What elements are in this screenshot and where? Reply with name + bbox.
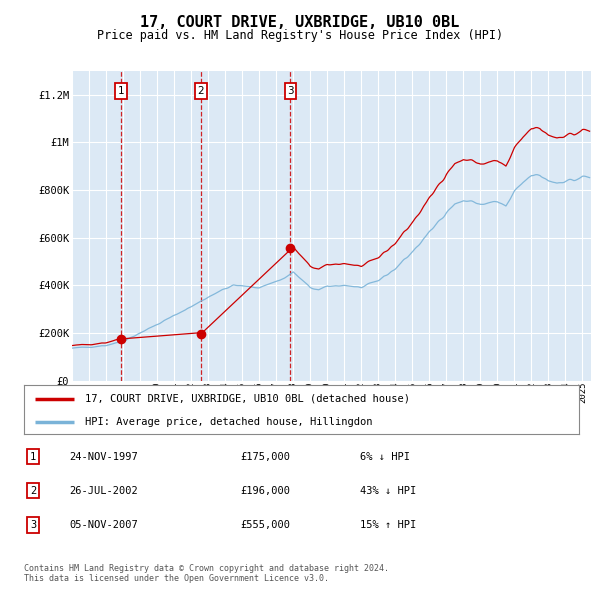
Text: 3: 3 <box>30 520 36 530</box>
Text: 24-NOV-1997: 24-NOV-1997 <box>69 452 138 461</box>
Text: 43% ↓ HPI: 43% ↓ HPI <box>360 486 416 496</box>
Text: 17, COURT DRIVE, UXBRIDGE, UB10 0BL (detached house): 17, COURT DRIVE, UXBRIDGE, UB10 0BL (det… <box>85 394 410 404</box>
Text: 3: 3 <box>287 86 294 96</box>
Text: Price paid vs. HM Land Registry's House Price Index (HPI): Price paid vs. HM Land Registry's House … <box>97 30 503 42</box>
Text: £196,000: £196,000 <box>240 486 290 496</box>
Text: HPI: Average price, detached house, Hillingdon: HPI: Average price, detached house, Hill… <box>85 417 373 427</box>
Text: 6% ↓ HPI: 6% ↓ HPI <box>360 452 410 461</box>
Text: 2: 2 <box>30 486 36 496</box>
Text: 2: 2 <box>197 86 204 96</box>
Text: 17, COURT DRIVE, UXBRIDGE, UB10 0BL: 17, COURT DRIVE, UXBRIDGE, UB10 0BL <box>140 15 460 30</box>
Text: Contains HM Land Registry data © Crown copyright and database right 2024.
This d: Contains HM Land Registry data © Crown c… <box>24 563 389 583</box>
Text: £555,000: £555,000 <box>240 520 290 530</box>
Text: 26-JUL-2002: 26-JUL-2002 <box>69 486 138 496</box>
Text: 05-NOV-2007: 05-NOV-2007 <box>69 520 138 530</box>
Text: 1: 1 <box>30 452 36 461</box>
Text: £175,000: £175,000 <box>240 452 290 461</box>
Text: 1: 1 <box>118 86 125 96</box>
Text: 15% ↑ HPI: 15% ↑ HPI <box>360 520 416 530</box>
